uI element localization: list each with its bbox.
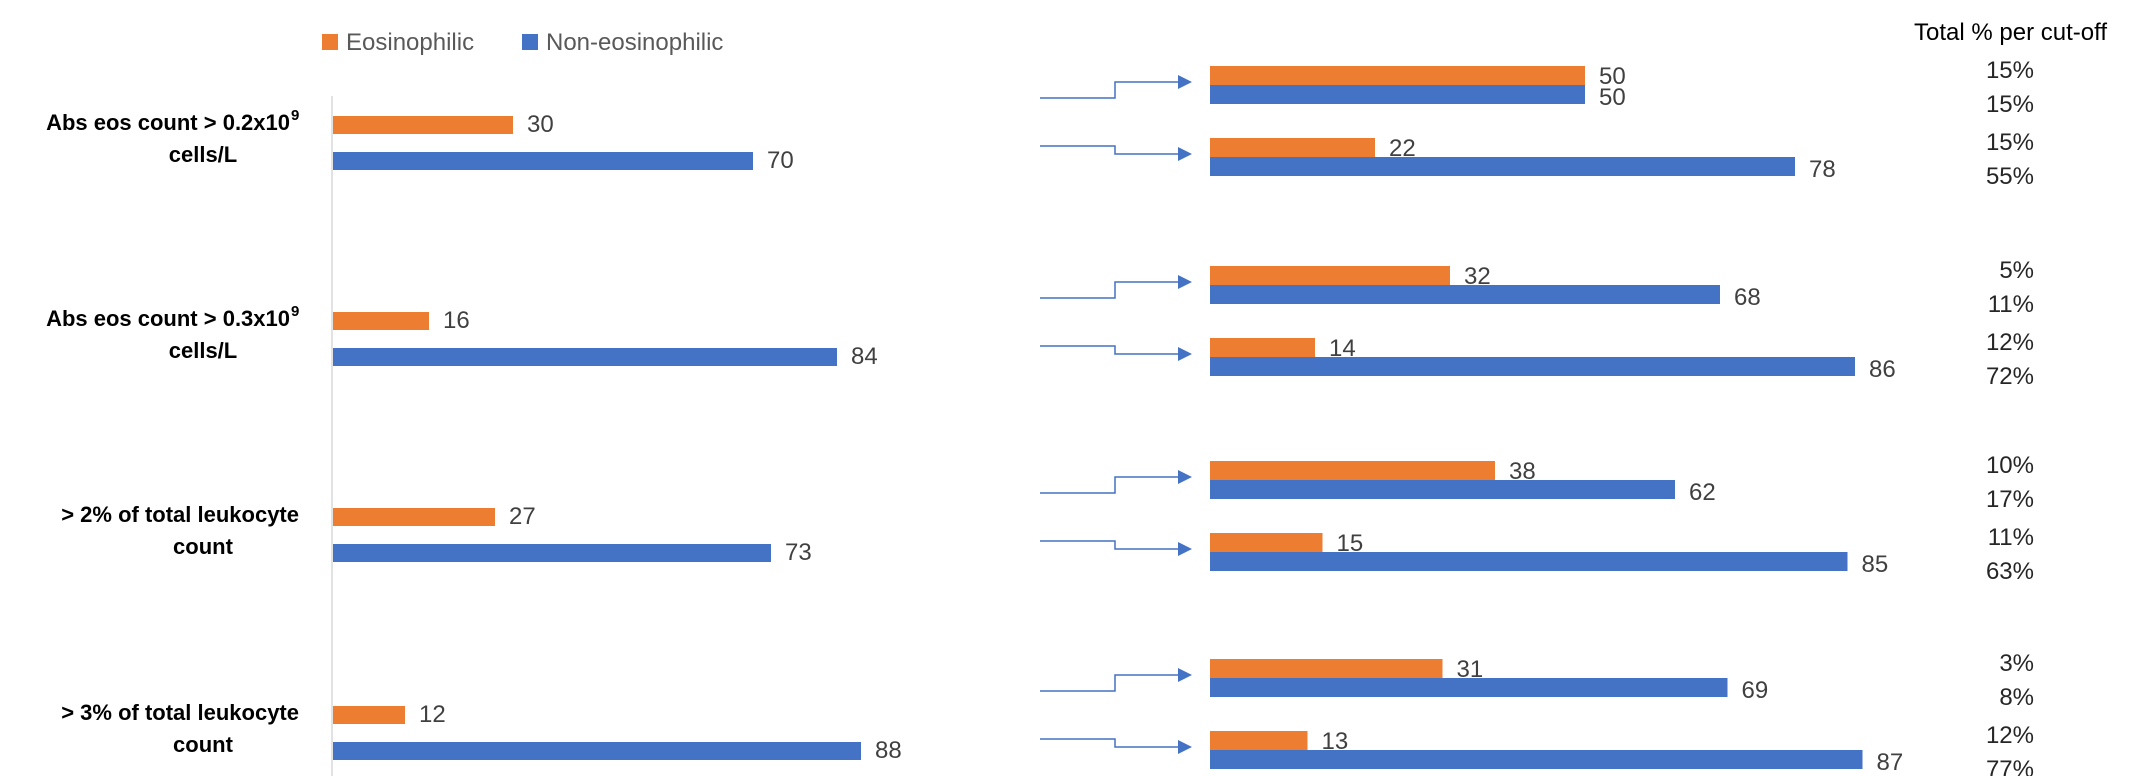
category-superscript: 9: [291, 107, 299, 124]
legend-swatch-non-eosinophilic: [522, 34, 538, 50]
data-label-eosinophilic: 30: [527, 111, 554, 138]
data-label-non-eosinophilic: 69: [1742, 677, 1769, 704]
bar-non-eosinophilic: [1210, 552, 1848, 571]
legend-label-eosinophilic: Eosinophilic: [346, 29, 474, 56]
arrow-head: [1178, 147, 1192, 161]
bar-non-eosinophilic: [1210, 85, 1585, 104]
data-label-eosinophilic: 50: [1599, 63, 1626, 90]
total-percent-eosinophilic: 12%: [1986, 722, 2034, 749]
connector-arrow: [1040, 145, 1178, 155]
total-percent-eosinophilic: 3%: [1999, 650, 2034, 677]
bar-eosinophilic: [333, 116, 513, 134]
bar-non-eosinophilic: [1210, 750, 1863, 769]
data-label-non-eosinophilic: 68: [1734, 284, 1761, 311]
bar-eosinophilic: [333, 312, 429, 330]
data-label-non-eosinophilic: 73: [785, 539, 812, 566]
category-label: > 3% of total leukocyte: [61, 700, 299, 725]
arrow-head: [1178, 542, 1192, 556]
arrow-head: [1178, 740, 1192, 754]
total-percent-non-eosinophilic: 63%: [1986, 558, 2034, 585]
bar-non-eosinophilic: [1210, 157, 1795, 176]
total-percent-eosinophilic: 12%: [1986, 329, 2034, 356]
total-percent-eosinophilic: 5%: [1999, 257, 2034, 284]
data-label-eosinophilic: 12: [419, 701, 446, 728]
bar-non-eosinophilic: [1210, 285, 1720, 304]
data-label-non-eosinophilic: 50: [1599, 84, 1626, 111]
connector-arrow: [1040, 674, 1178, 692]
category-label-line2: cells/L: [169, 338, 237, 363]
bar-eosinophilic: [1210, 659, 1443, 678]
arrow-head: [1178, 668, 1192, 682]
category-superscript: 9: [291, 303, 299, 320]
connector-arrow: [1040, 81, 1178, 99]
total-percent-non-eosinophilic: 17%: [1986, 486, 2034, 513]
data-label-non-eosinophilic: 84: [851, 343, 878, 370]
total-percent-non-eosinophilic: 11%: [1988, 291, 2034, 318]
total-per-cutoff-title: Total % per cut-off: [1914, 19, 2107, 46]
bar-eosinophilic: [1210, 66, 1585, 85]
category-label-line2: count: [173, 534, 234, 559]
category-label: Abs eos count > 0.2x10: [46, 110, 290, 135]
bar-eosinophilic: [1210, 461, 1495, 480]
bar-eosinophilic: [333, 706, 405, 724]
bar-non-eosinophilic: [333, 742, 861, 760]
data-label-non-eosinophilic: 70: [767, 147, 794, 174]
arrow-head: [1178, 75, 1192, 89]
connector-arrow: [1040, 345, 1178, 355]
category-label: > 2% of total leukocyte: [61, 502, 299, 527]
total-percent-non-eosinophilic: 15%: [1986, 91, 2034, 118]
data-label-non-eosinophilic: 85: [1862, 551, 1889, 578]
bar-non-eosinophilic: [333, 152, 753, 170]
bar-non-eosinophilic: [1210, 357, 1855, 376]
total-percent-non-eosinophilic: 77%: [1986, 756, 2034, 776]
total-percent-eosinophilic: 15%: [1986, 129, 2034, 156]
arrow-head: [1178, 470, 1192, 484]
bar-non-eosinophilic: [1210, 678, 1728, 697]
connector-arrow: [1040, 738, 1178, 748]
bar-non-eosinophilic: [1210, 480, 1675, 499]
bar-non-eosinophilic: [333, 544, 771, 562]
bar-non-eosinophilic: [333, 348, 837, 366]
data-label-non-eosinophilic: 88: [875, 737, 902, 764]
arrow-head: [1178, 347, 1192, 361]
data-label-non-eosinophilic: 62: [1689, 479, 1716, 506]
bar-eosinophilic: [1210, 138, 1375, 157]
category-label-line2: cells/L: [169, 142, 237, 167]
legend-label-non-eosinophilic: Non-eosinophilic: [546, 29, 723, 56]
total-percent-non-eosinophilic: 55%: [1986, 163, 2034, 190]
total-percent-non-eosinophilic: 8%: [1999, 684, 2034, 711]
total-percent-eosinophilic: 11%: [1988, 524, 2034, 551]
data-label-non-eosinophilic: 78: [1809, 156, 1836, 183]
total-percent-eosinophilic: 10%: [1986, 452, 2034, 479]
connector-arrow: [1040, 476, 1178, 494]
arrow-head: [1178, 275, 1192, 289]
connector-arrow: [1040, 540, 1178, 550]
category-label-line2: count: [173, 732, 234, 757]
bar-eosinophilic: [1210, 731, 1308, 750]
bar-eosinophilic: [1210, 266, 1450, 285]
total-percent-non-eosinophilic: 72%: [1986, 363, 2034, 390]
connector-arrow: [1040, 281, 1178, 299]
category-label: Abs eos count > 0.3x10: [46, 306, 290, 331]
data-label-eosinophilic: 16: [443, 307, 470, 334]
legend-swatch-eosinophilic: [322, 34, 338, 50]
bar-eosinophilic: [1210, 533, 1323, 552]
bar-eosinophilic: [1210, 338, 1315, 357]
data-label-non-eosinophilic: 86: [1869, 356, 1896, 383]
total-percent-eosinophilic: 15%: [1986, 57, 2034, 84]
bar-eosinophilic: [333, 508, 495, 526]
data-label-non-eosinophilic: 87: [1877, 749, 1904, 776]
data-label-eosinophilic: 27: [509, 503, 536, 530]
